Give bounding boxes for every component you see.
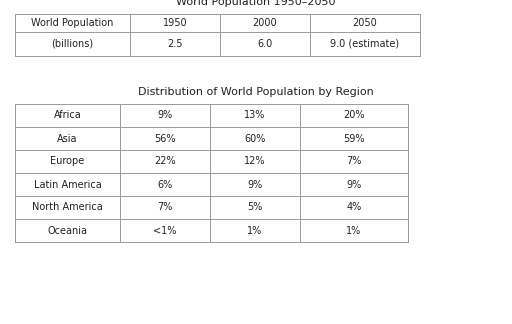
Text: 4%: 4% (347, 202, 361, 213)
Text: 9%: 9% (347, 179, 361, 190)
Text: 1%: 1% (247, 226, 263, 236)
Text: 9.0 (estimate): 9.0 (estimate) (330, 39, 399, 49)
Text: 56%: 56% (154, 133, 176, 144)
Text: 1%: 1% (347, 226, 361, 236)
Text: 12%: 12% (244, 156, 266, 167)
Text: Africa: Africa (54, 110, 81, 121)
Text: Oceania: Oceania (48, 226, 88, 236)
Text: 20%: 20% (343, 110, 365, 121)
Text: 2000: 2000 (253, 18, 278, 28)
Text: 7%: 7% (157, 202, 173, 213)
Text: 59%: 59% (343, 133, 365, 144)
Text: <1%: <1% (153, 226, 177, 236)
Text: 22%: 22% (154, 156, 176, 167)
Text: 5%: 5% (247, 202, 263, 213)
Text: Distribution of World Population by Region: Distribution of World Population by Regi… (138, 87, 374, 97)
Text: 9%: 9% (157, 110, 173, 121)
Text: 6%: 6% (157, 179, 173, 190)
Text: World Population: World Population (31, 18, 114, 28)
Text: Latin America: Latin America (34, 179, 101, 190)
Text: Asia: Asia (57, 133, 78, 144)
Text: 2.5: 2.5 (167, 39, 183, 49)
Text: 9%: 9% (247, 179, 263, 190)
Text: 2050: 2050 (353, 18, 377, 28)
Text: 13%: 13% (244, 110, 266, 121)
Text: North America: North America (32, 202, 103, 213)
Text: 7%: 7% (346, 156, 361, 167)
Text: (billions): (billions) (51, 39, 94, 49)
Text: 6.0: 6.0 (258, 39, 272, 49)
Text: Europe: Europe (50, 156, 84, 167)
Text: 60%: 60% (244, 133, 266, 144)
Text: 1950: 1950 (163, 18, 187, 28)
Text: World Population 1950–2050: World Population 1950–2050 (176, 0, 336, 7)
